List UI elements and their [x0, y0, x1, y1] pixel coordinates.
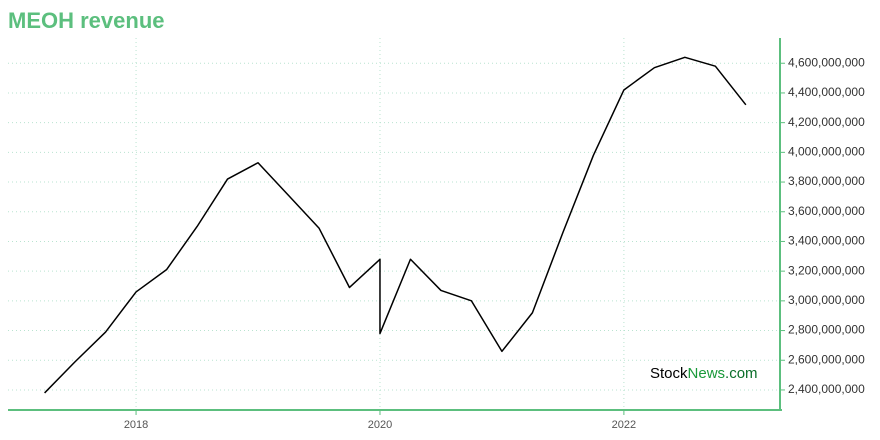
- y-tick-label: 4,600,000,000: [788, 55, 865, 69]
- y-tick-label: 2,400,000,000: [788, 382, 865, 396]
- y-tick-label: 3,600,000,000: [788, 204, 865, 218]
- watermark: StockNews.com: [650, 365, 758, 382]
- watermark-part: Stock: [650, 365, 688, 382]
- y-tick-label: 2,800,000,000: [788, 323, 865, 337]
- y-tick-label: 2,600,000,000: [788, 352, 865, 366]
- y-tick-label: 4,200,000,000: [788, 115, 865, 129]
- y-tick-label: 3,000,000,000: [788, 293, 865, 307]
- watermark-part: .com: [725, 365, 758, 382]
- y-tick-label: 3,800,000,000: [788, 174, 865, 188]
- watermark-part: News: [688, 365, 726, 382]
- y-tick-label: 3,400,000,000: [788, 234, 865, 248]
- x-tick-label: 2022: [612, 419, 636, 431]
- y-tick-label: 4,400,000,000: [788, 85, 865, 99]
- chart-title: MEOH revenue: [8, 8, 165, 33]
- y-tick-label: 4,000,000,000: [788, 145, 865, 159]
- x-tick-label: 2020: [368, 419, 392, 431]
- x-tick-label: 2018: [124, 419, 148, 431]
- y-tick-label: 3,200,000,000: [788, 263, 865, 277]
- line-series: [44, 56, 747, 394]
